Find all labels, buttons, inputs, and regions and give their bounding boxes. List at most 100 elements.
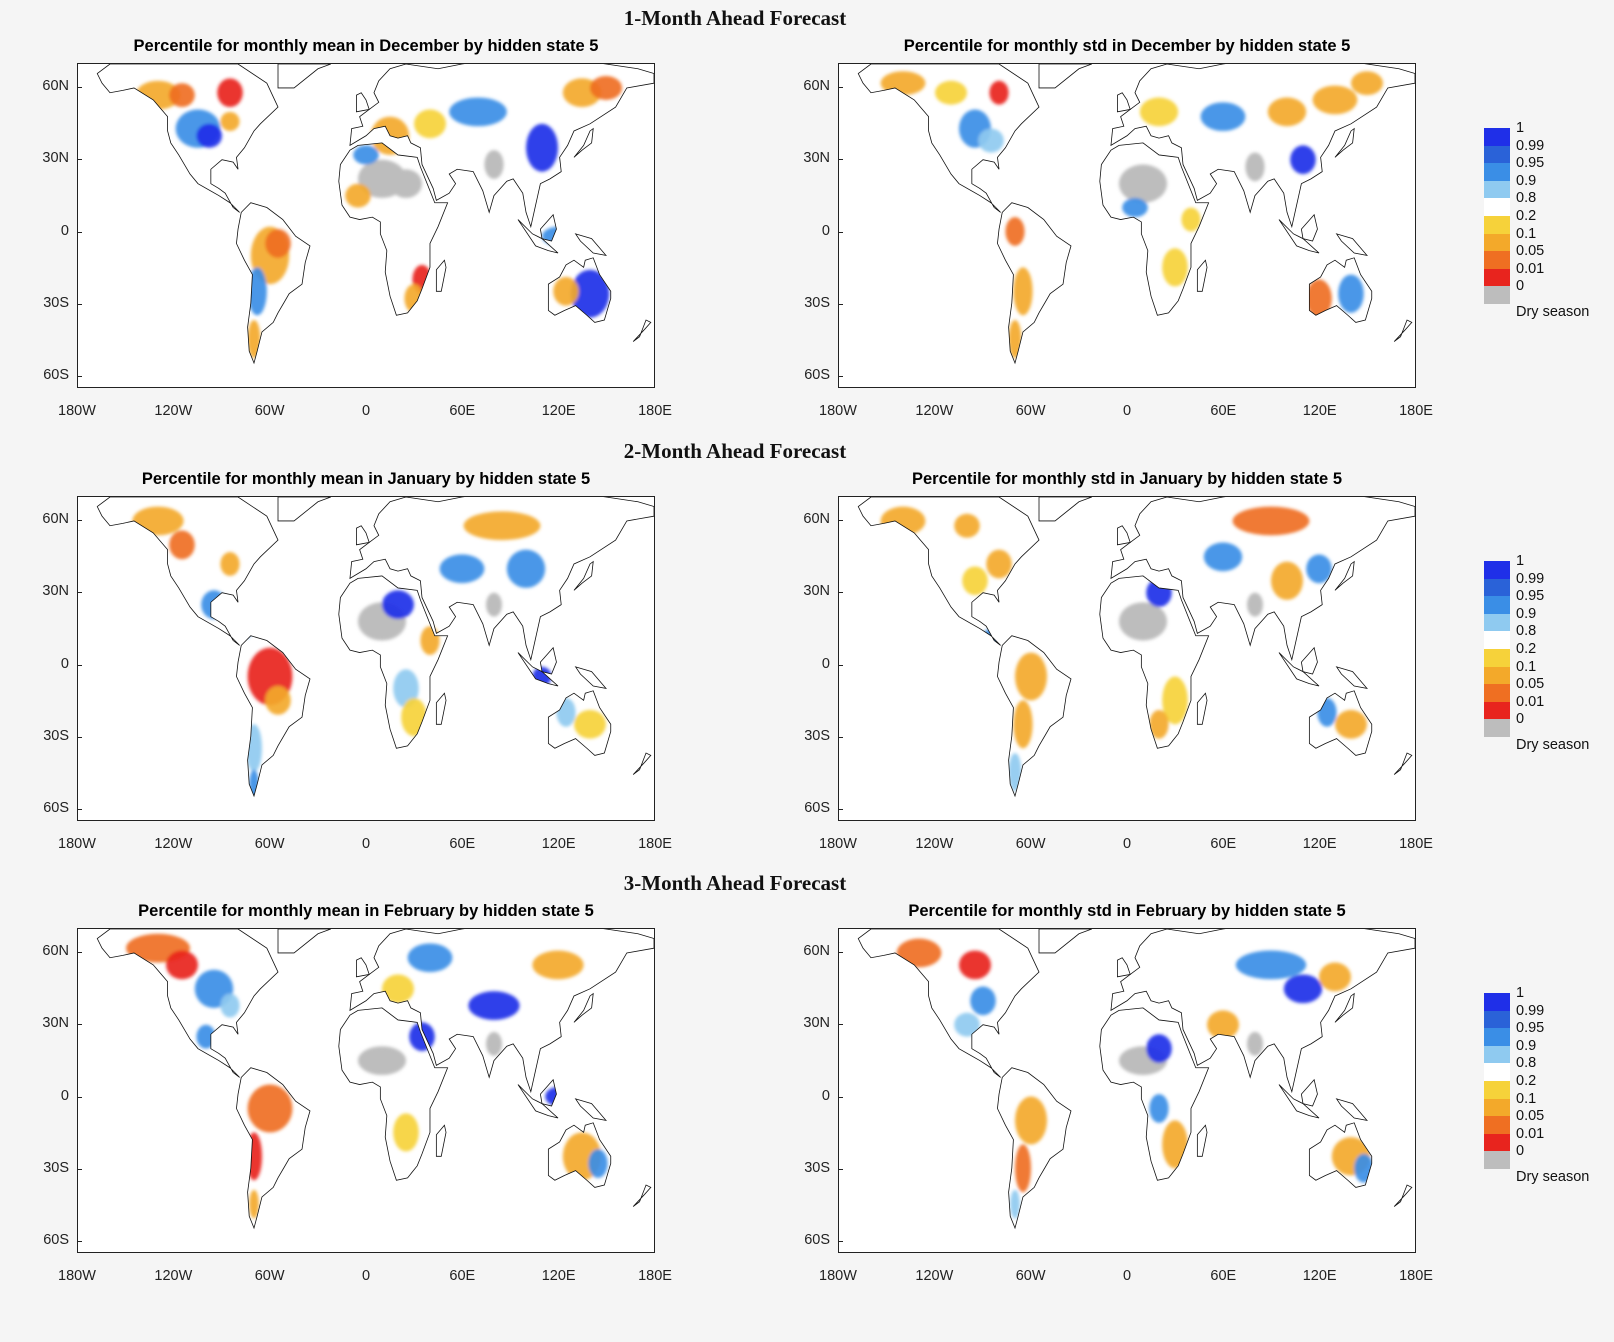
coastlines: [96, 64, 654, 365]
legend-swatch: [1484, 1063, 1510, 1081]
legend-swatch: [1484, 268, 1510, 287]
y-tick-label: 30S: [804, 727, 830, 744]
y-tick-mark: [77, 375, 82, 377]
panel-title: Percentile for monthly mean in December …: [133, 37, 599, 55]
y-tick-mark: [77, 1168, 82, 1170]
legend-swatch: [1484, 1151, 1510, 1169]
legend-label: 0.99: [1516, 570, 1545, 587]
x-tick-label: 120W: [154, 836, 193, 852]
legend-label: 0.8: [1516, 190, 1537, 207]
percentile-field: [880, 506, 1367, 792]
percentile-field: [132, 506, 606, 797]
world-map: [857, 497, 1415, 798]
legend-swatch: [1484, 1045, 1510, 1064]
y-tick-label: 30N: [42, 583, 69, 600]
legend-swatch: [1484, 596, 1510, 614]
y-tick-mark: [838, 592, 843, 594]
legend-swatch: [1484, 198, 1510, 216]
y-tick-mark: [838, 520, 843, 522]
y-tick-label: 60S: [43, 366, 69, 383]
legend-swatch: [1484, 233, 1510, 252]
legend-swatch: [1484, 286, 1510, 304]
x-tick-label: 60W: [1015, 403, 1046, 419]
y-tick-label: 0: [60, 222, 69, 239]
y-tick-label: 60S: [43, 1231, 69, 1248]
legend-swatch: [1484, 1116, 1510, 1134]
legend-swatch: [1484, 684, 1510, 702]
legend-swatch: [1484, 1098, 1510, 1117]
x-tick-label: 180E: [1399, 836, 1433, 852]
percentile-field: [880, 71, 1383, 359]
panel-title: Percentile for monthly std in January by…: [911, 470, 1342, 488]
legend-swatch: [1484, 251, 1510, 269]
x-tick-label: 180W: [819, 403, 857, 419]
y-tick-mark: [77, 520, 82, 522]
y-tick-label: 60S: [804, 799, 830, 816]
y-tick-label: 60N: [42, 78, 69, 95]
x-tick-label: 0: [1122, 836, 1132, 852]
x-tick-label: 0: [1122, 1268, 1132, 1284]
legend-swatch: [1484, 993, 1510, 1011]
x-tick-label: 60W: [1015, 1268, 1046, 1284]
x-tick-label: 60E: [449, 836, 476, 852]
legend-label: 0.2: [1516, 641, 1537, 657]
x-tick-label: 60W: [1015, 836, 1046, 852]
map-panel-2-std: Percentile for monthly std in January by…: [803, 470, 1433, 852]
y-tick-label: 30N: [803, 150, 830, 167]
y-tick-mark: [77, 1024, 82, 1026]
y-tick-label: 30S: [43, 294, 69, 311]
legend-swatch: [1484, 666, 1510, 685]
y-tick-mark: [77, 1240, 82, 1242]
y-tick-label: 0: [821, 222, 830, 239]
legend-swatch: [1484, 216, 1510, 234]
y-tick-mark: [838, 231, 843, 233]
x-tick-label: 180E: [638, 403, 672, 419]
legend-label: 0.95: [1516, 588, 1545, 605]
y-tick-label: 60N: [803, 78, 830, 95]
legend-label: 0.2: [1516, 1073, 1537, 1089]
y-tick-mark: [838, 952, 843, 954]
y-tick-mark: [838, 303, 843, 305]
y-tick-label: 0: [60, 1087, 69, 1104]
x-tick-label: 0: [1122, 403, 1132, 419]
y-tick-label: 60S: [43, 799, 69, 816]
x-tick-label: 120E: [541, 1268, 576, 1284]
legend-label: 1: [1516, 120, 1525, 136]
map-canvas: [77, 928, 655, 1253]
y-tick-label: 60N: [803, 943, 830, 960]
y-tick-mark: [77, 1096, 82, 1098]
x-tick-label: 180W: [819, 836, 857, 852]
y-tick-label: 30N: [42, 1015, 69, 1032]
y-tick-mark: [838, 1168, 843, 1170]
x-tick-label: 120E: [1302, 403, 1337, 419]
x-tick-label: 120W: [915, 403, 954, 419]
legend-swatch: [1484, 163, 1510, 181]
x-tick-label: 120W: [915, 836, 954, 852]
y-tick-label: 30S: [804, 294, 830, 311]
legend-swatch: [1484, 1010, 1510, 1029]
x-tick-label: 60E: [1210, 403, 1237, 419]
x-tick-label: 60E: [1210, 1268, 1237, 1284]
legend-label: 0.99: [1516, 137, 1545, 154]
map-panel-1-mean: Percentile for monthly mean in December …: [42, 37, 672, 419]
y-tick-mark: [838, 1096, 843, 1098]
legend-label: 0.01: [1516, 693, 1545, 710]
legend-label: Dry season: [1516, 1169, 1590, 1185]
x-tick-label: 120W: [915, 1268, 954, 1284]
x-tick-label: 120E: [541, 836, 576, 852]
y-tick-mark: [838, 159, 843, 161]
y-tick-label: 30S: [804, 1159, 830, 1176]
y-tick-mark: [77, 592, 82, 594]
legend-label: Dry season: [1516, 737, 1590, 753]
x-tick-label: 120W: [154, 1268, 193, 1284]
y-tick-mark: [77, 159, 82, 161]
x-tick-label: 180W: [58, 403, 96, 419]
panel-title: Percentile for monthly mean in February …: [138, 902, 594, 920]
map-canvas: [838, 928, 1416, 1253]
legend-swatch: [1484, 145, 1510, 164]
x-tick-label: 180E: [1399, 1268, 1433, 1284]
x-tick-label: 0: [361, 836, 371, 852]
legend-swatch: [1484, 613, 1510, 632]
legend-label: 1: [1516, 553, 1525, 569]
x-tick-label: 180E: [638, 836, 672, 852]
